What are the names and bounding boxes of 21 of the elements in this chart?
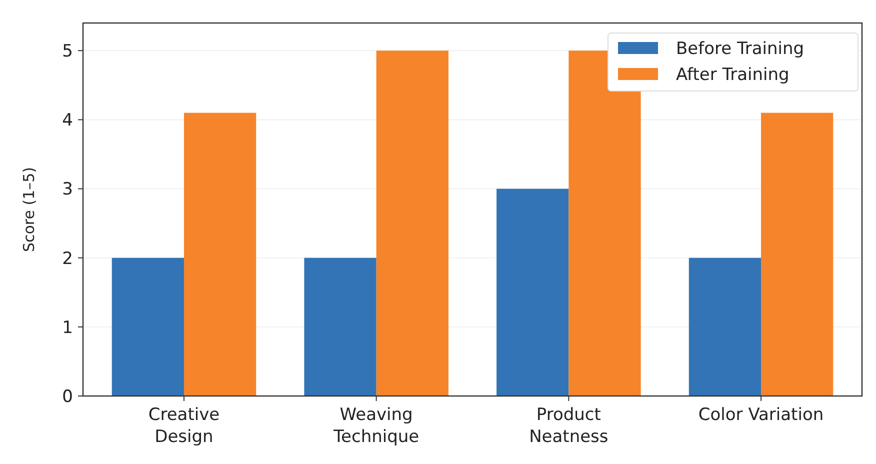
x-tick-label: Weaving Technique: [332, 405, 420, 447]
bar: [761, 112, 834, 396]
bar: [376, 50, 448, 396]
bar: [496, 188, 569, 396]
bar: [304, 258, 376, 396]
y-tick-label: 2: [62, 248, 73, 269]
y-tick-label: 1: [62, 318, 73, 338]
y-tick-label: 5: [62, 42, 73, 62]
y-tick-label: 3: [62, 180, 73, 200]
bar: [568, 50, 641, 396]
x-tick-label: Creative Design: [148, 405, 220, 447]
y-tick-label: 0: [62, 386, 73, 407]
bar: [112, 258, 184, 396]
legend-label: Before Training: [676, 38, 804, 59]
y-tick-label: 4: [62, 110, 73, 131]
y-axis-title: Score (1–5): [20, 166, 38, 252]
legend-label: After Training: [676, 64, 790, 85]
bar: [184, 112, 256, 396]
x-tick-label: Color Variation: [698, 405, 824, 425]
bar: [688, 258, 762, 396]
x-tick-label: Product Neatness: [529, 405, 608, 447]
